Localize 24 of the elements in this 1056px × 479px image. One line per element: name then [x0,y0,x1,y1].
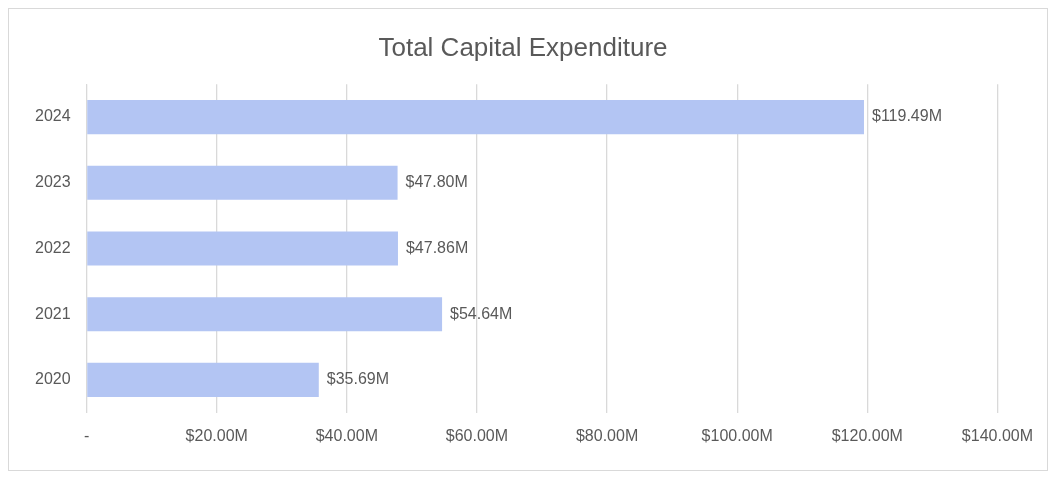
y-tick-label: 2020 [35,370,71,388]
bar [87,362,319,398]
y-tick-label: 2021 [35,304,71,322]
x-tick-label: $20.00M [185,426,248,444]
data-label: $35.69M [326,370,390,388]
data-label: $47.86M [405,238,469,256]
y-tick-label: 2024 [35,107,71,125]
bar [87,297,443,332]
x-tick-label: $120.00M [831,426,903,444]
x-tick-label: - [83,426,90,444]
y-tick-label: 2023 [35,173,71,191]
x-tick-label: $140.00M [961,426,1033,444]
data-label: $54.64M [450,304,513,322]
x-tick-label: $80.00M [575,426,639,444]
chart-title: Total Capital Expenditure [378,31,668,62]
data-label: $47.80M [405,173,468,191]
data-label: $119.49M [871,107,942,125]
bar [87,99,864,135]
y-tick-label: 2022 [35,238,71,256]
bar [87,165,398,200]
x-tick-label: $60.00M [445,426,509,444]
bar [87,231,398,266]
x-tick-label: $40.00M [315,426,378,444]
x-tick-label: $100.00M [701,426,773,444]
